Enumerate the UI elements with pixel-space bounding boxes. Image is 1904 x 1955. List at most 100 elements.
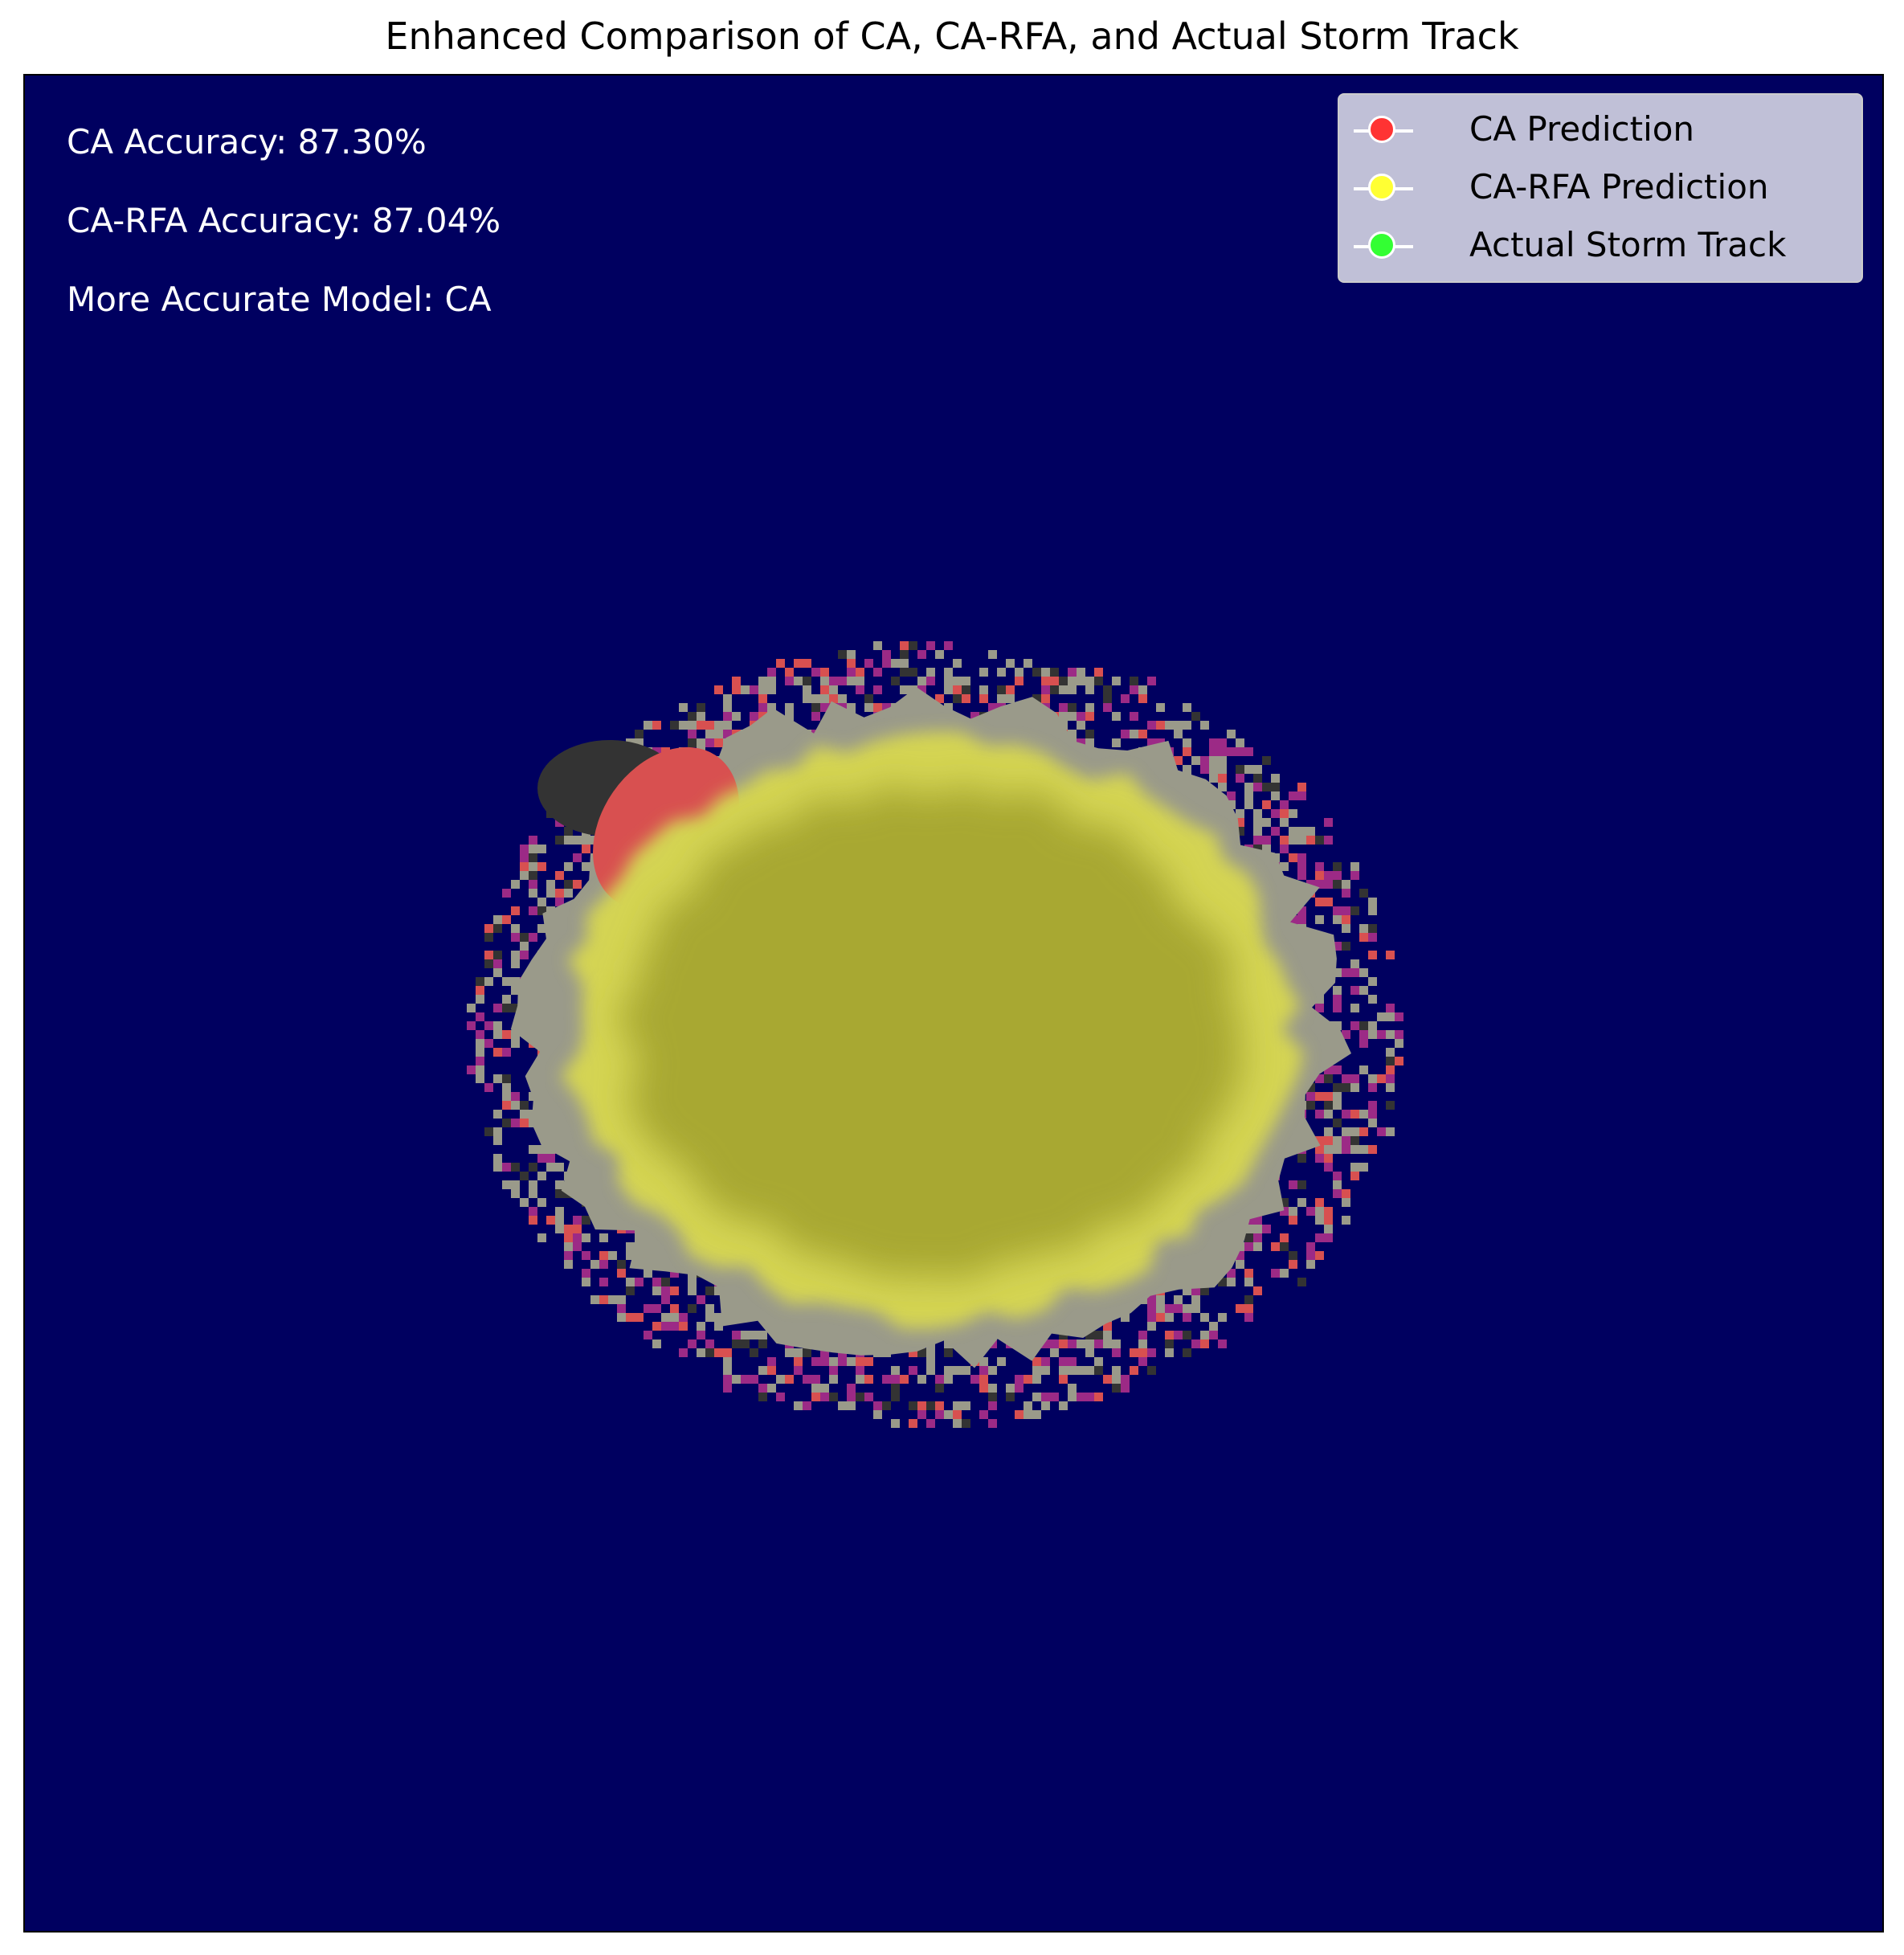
- heatmap-cell: [1306, 1207, 1315, 1216]
- heatmap-cell: [1041, 677, 1050, 685]
- heatmap-cell: [962, 1366, 970, 1375]
- heatmap-cell: [511, 1092, 520, 1101]
- heatmap-cell: [803, 1375, 811, 1384]
- heatmap-cell: [997, 1357, 1006, 1366]
- heatmap-cell: [1174, 730, 1183, 738]
- heatmap-cell: [1271, 1269, 1280, 1278]
- heatmap-cell: [476, 977, 484, 986]
- heatmap-cell: [1350, 1145, 1359, 1154]
- heatmap-cell: [537, 898, 546, 906]
- heatmap-cell: [873, 685, 882, 694]
- heatmap-cell: [1050, 685, 1059, 694]
- heatmap-cell: [1253, 827, 1262, 836]
- heatmap-cell: [537, 845, 546, 853]
- heatmap-cell: [1386, 1074, 1395, 1083]
- heatmap-cell: [697, 738, 705, 747]
- heatmap-cell: [1271, 827, 1280, 836]
- heatmap-cell: [856, 1357, 864, 1366]
- heatmap-cell: [1342, 968, 1350, 977]
- heatmap-cell: [1271, 791, 1280, 800]
- heatmap-cell: [1068, 730, 1077, 738]
- legend-label-actual: Actual Storm Track: [1469, 225, 1787, 264]
- heatmap-cell: [1324, 880, 1333, 889]
- heatmap-cell: [1368, 898, 1377, 906]
- heatmap-cell: [926, 668, 935, 677]
- heatmap-cell: [1138, 1348, 1147, 1357]
- heatmap-cell: [608, 1295, 617, 1304]
- heatmap-cell: [1333, 968, 1342, 977]
- heatmap-cell: [1262, 756, 1271, 765]
- heatmap-cell: [909, 668, 917, 677]
- heatmap-cell: [1156, 721, 1165, 730]
- heatmap-cell: [820, 1357, 829, 1366]
- heatmap-cell: [467, 1021, 476, 1030]
- heatmap-cell: [900, 1375, 909, 1384]
- heatmap-cell: [1156, 1295, 1165, 1304]
- heatmap-cell: [1297, 827, 1306, 836]
- heatmap-cell: [493, 968, 502, 977]
- heatmap-cell: [926, 1401, 935, 1410]
- heatmap-cell: [1236, 774, 1244, 783]
- heatmap-cell: [829, 1375, 838, 1384]
- heatmap-cell: [1359, 924, 1368, 933]
- heatmap-cell: [1350, 862, 1359, 871]
- heatmap-cell: [1315, 1233, 1324, 1242]
- heatmap-cell: [1059, 677, 1068, 685]
- heatmap-cell: [1386, 1101, 1395, 1110]
- heatmap-cell: [1103, 1322, 1112, 1331]
- heatmap-cell: [652, 1322, 661, 1331]
- heatmap-cell: [1333, 1180, 1342, 1189]
- heatmap-cell: [1138, 694, 1147, 703]
- heatmap-cell: [1236, 827, 1244, 836]
- heatmap-cell: [1315, 1154, 1324, 1163]
- heatmap-cell: [1359, 1039, 1368, 1048]
- heatmap-cell: [599, 1260, 608, 1269]
- heatmap-cell: [1350, 1136, 1359, 1145]
- heatmap-cell: [988, 1366, 997, 1375]
- heatmap-cell: [785, 1375, 794, 1384]
- heatmap-cell: [1342, 915, 1350, 924]
- heatmap-cell: [1324, 836, 1333, 845]
- heatmap-cell: [1024, 659, 1032, 668]
- heatmap-cell: [555, 1163, 564, 1172]
- heatmap-cell: [1006, 659, 1015, 668]
- heatmap-cell: [1130, 1366, 1138, 1375]
- heatmap-cell: [776, 659, 785, 668]
- heatmap-cell: [484, 1039, 493, 1048]
- heatmap-cell: [953, 1401, 962, 1410]
- heatmap-cell: [1068, 712, 1077, 721]
- heatmap-cell: [1032, 1366, 1041, 1375]
- heatmap-cell: [794, 659, 803, 668]
- heatmap-cell: [1377, 1127, 1386, 1136]
- heatmap-cell: [1262, 800, 1271, 809]
- heatmap-cell: [1147, 1313, 1156, 1322]
- heatmap-cell: [856, 677, 864, 685]
- heatmap-cell: [714, 1322, 723, 1331]
- heatmap-cell: [1289, 1216, 1297, 1225]
- heatmap-cell: [1183, 1304, 1191, 1313]
- heatmap-cell: [1253, 783, 1262, 791]
- heatmap-cell: [697, 721, 705, 730]
- heatmap-cell: [1280, 1242, 1289, 1251]
- heatmap-cell: [953, 659, 962, 668]
- heatmap-cell: [1236, 738, 1244, 747]
- heatmap-cell: [953, 1410, 962, 1419]
- heatmap-cell: [529, 1207, 537, 1216]
- heatmap-cell: [1059, 685, 1068, 694]
- heatmap-cell: [1112, 712, 1121, 721]
- heatmap-cell: [1227, 1269, 1236, 1278]
- heatmap-cell: [529, 933, 537, 942]
- heatmap-cell: [1156, 1313, 1165, 1322]
- heatmap-cell: [1227, 1278, 1236, 1286]
- heatmap-cell: [493, 924, 502, 933]
- heatmap-cell: [1059, 1401, 1068, 1410]
- heatmap-cell: [529, 1180, 537, 1189]
- heatmap-cell: [1359, 933, 1368, 942]
- heatmap-cell: [644, 1269, 652, 1278]
- heatmap-cell: [1333, 1145, 1342, 1154]
- heatmap-cell: [723, 712, 732, 721]
- heatmap-cell: [847, 650, 856, 659]
- heatmap-cell: [1289, 853, 1297, 862]
- heatmap-cell: [1289, 827, 1297, 836]
- heatmap-cell: [811, 668, 820, 677]
